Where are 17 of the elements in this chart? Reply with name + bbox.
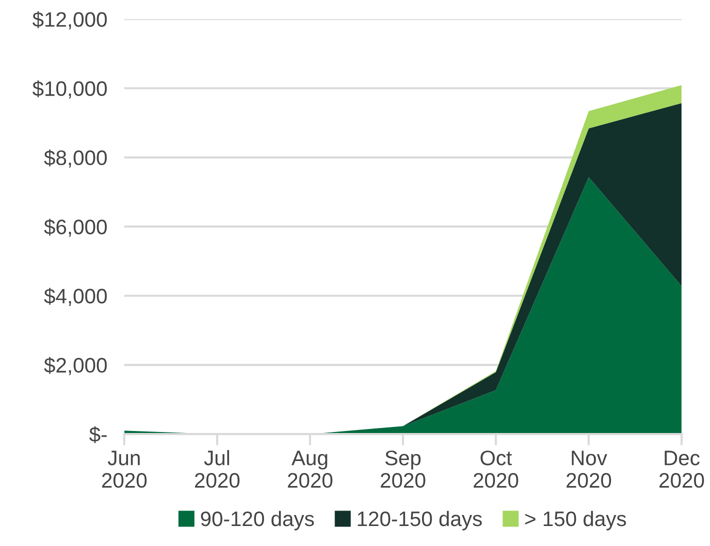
- y-tick-label: $10,000: [32, 80, 107, 98]
- y-tick-label: $8,000: [44, 150, 107, 168]
- legend-label: 120-150 days: [358, 510, 482, 530]
- y-tick-label: $-: [89, 426, 107, 444]
- x-tick-label: Dec 2020: [659, 450, 704, 488]
- legend-label: > 150 days: [525, 510, 626, 530]
- legend-label: 90-120 days: [200, 510, 314, 530]
- x-tick-label: Aug 2020: [288, 450, 332, 488]
- x-tick-label: Jun 2020: [102, 450, 147, 488]
- y-tick-label: $4,000: [44, 288, 107, 306]
- y-tick-label: $6,000: [44, 218, 107, 237]
- x-tick-label: Sep 2020: [380, 450, 426, 488]
- x-tick-label: Oct 2020: [474, 450, 518, 488]
- y-tick-label: $2,000: [44, 357, 107, 376]
- x-tick-label: Jul 2020: [195, 450, 240, 488]
- x-tick-label: Nov 2020: [566, 450, 612, 488]
- y-tick-label: $12,000: [32, 11, 107, 30]
